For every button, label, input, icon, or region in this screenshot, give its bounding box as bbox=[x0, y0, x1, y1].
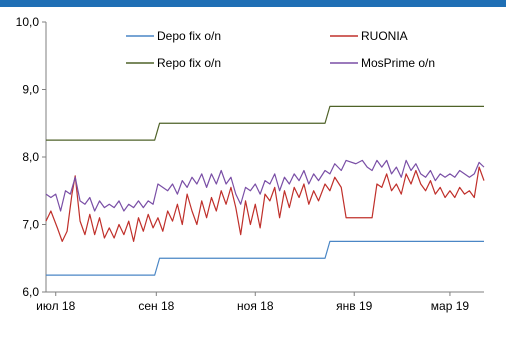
legend: Depo fix o/n RUONIA Repo fix o/n MosPrime o… bbox=[126, 29, 435, 70]
series-line-depo-fix-o-n bbox=[46, 240, 484, 276]
x-tick-label: июл 18 bbox=[36, 299, 75, 313]
y-tick-label: 8,0 bbox=[22, 150, 39, 164]
x-tick-label: янв 19 bbox=[336, 299, 373, 313]
y-tick-label: 9,0 bbox=[22, 83, 39, 97]
series-line-repo-fix-o-n bbox=[46, 105, 484, 141]
x-tick-label: ноя 18 bbox=[237, 299, 274, 313]
series-layer bbox=[45, 105, 485, 276]
y-tick-label: 7,0 bbox=[22, 218, 39, 232]
legend-label-depo-fix-o-n: Depo fix o/n bbox=[157, 29, 221, 43]
legend-label-repo-fix-o-n: Repo fix o/n bbox=[157, 56, 221, 70]
axes: 6,0 7,0 8,0 9,0 10,0 июл 18 сен 18 ноя 18 янв 19… bbox=[16, 15, 484, 313]
x-tick-label: сен 18 bbox=[138, 299, 174, 313]
legend-label-mosprime-o-n: MosPrime o/n bbox=[361, 56, 435, 70]
series-line-mosprime-o-n bbox=[45, 159, 485, 212]
legend-label-ruonia: RUONIA bbox=[361, 29, 408, 43]
y-tick-label: 6,0 bbox=[22, 285, 39, 299]
x-tick-label: мар 19 bbox=[431, 299, 470, 313]
y-tick-label: 10,0 bbox=[16, 15, 40, 29]
series-line-ruonia bbox=[45, 166, 485, 242]
title-bar bbox=[0, 0, 506, 7]
